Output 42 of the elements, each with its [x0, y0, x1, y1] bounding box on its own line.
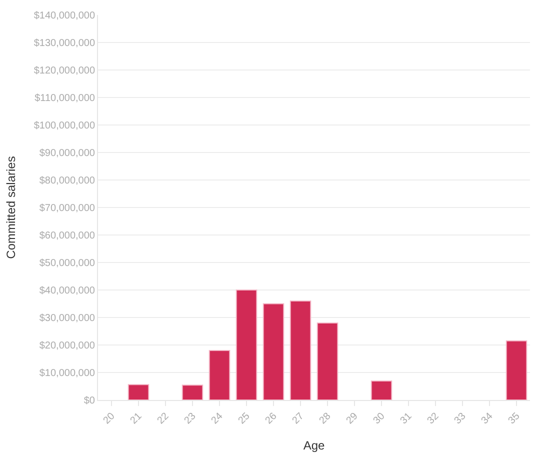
- y-tick-label: $10,000,000: [39, 368, 96, 379]
- bar: [370, 380, 392, 400]
- y-tick-label: $110,000,000: [34, 93, 96, 104]
- x-tick-label: 26: [264, 410, 280, 427]
- x-tick-label: 31: [398, 410, 414, 427]
- x-tick-label: 34: [480, 410, 496, 427]
- y-tick-label: $20,000,000: [39, 340, 96, 352]
- bar: [290, 300, 312, 400]
- bar: [182, 384, 204, 400]
- x-tick-label: 25: [236, 410, 252, 427]
- y-tick-label: $130,000,000: [34, 38, 96, 49]
- y-tick-label: $40,000,000: [39, 286, 96, 296]
- x-tick-label: 23: [182, 410, 198, 427]
- x-tick-label: 35: [506, 410, 522, 427]
- y-tick-label: $140,000,000: [34, 10, 96, 22]
- bar: [208, 350, 230, 400]
- y-tick-label: $80,000,000: [39, 176, 96, 186]
- x-tick-label: 28: [318, 410, 334, 427]
- bar: [506, 340, 528, 400]
- x-tick-label: 30: [372, 410, 388, 427]
- y-tick-label: $70,000,000: [39, 203, 96, 214]
- y-tick-label: $30,000,000: [39, 313, 96, 324]
- bar: [236, 290, 258, 400]
- x-tick-label: 33: [452, 410, 468, 427]
- x-tick-label: 27: [290, 410, 306, 427]
- y-tick-label: $50,000,000: [39, 258, 96, 269]
- y-tick-label: $120,000,000: [34, 66, 96, 76]
- y-tick-label: $60,000,000: [39, 230, 96, 242]
- y-axis-title: Committed salaries: [4, 156, 18, 259]
- y-tick-label: $90,000,000: [39, 148, 96, 159]
- x-tick-label: 20: [102, 410, 118, 427]
- x-tick-label: 21: [128, 410, 144, 427]
- x-tick-label: 24: [210, 410, 226, 427]
- x-tick-label: 32: [426, 410, 442, 427]
- bar: [128, 384, 150, 400]
- x-axis-title: Age: [303, 438, 325, 452]
- y-tick-label: $0: [84, 396, 96, 406]
- bar: [262, 303, 284, 400]
- x-tick-label: 29: [344, 410, 360, 427]
- y-tick-label: $100,000,000: [34, 120, 96, 132]
- bar: [316, 322, 338, 400]
- x-tick-label: 22: [156, 410, 172, 427]
